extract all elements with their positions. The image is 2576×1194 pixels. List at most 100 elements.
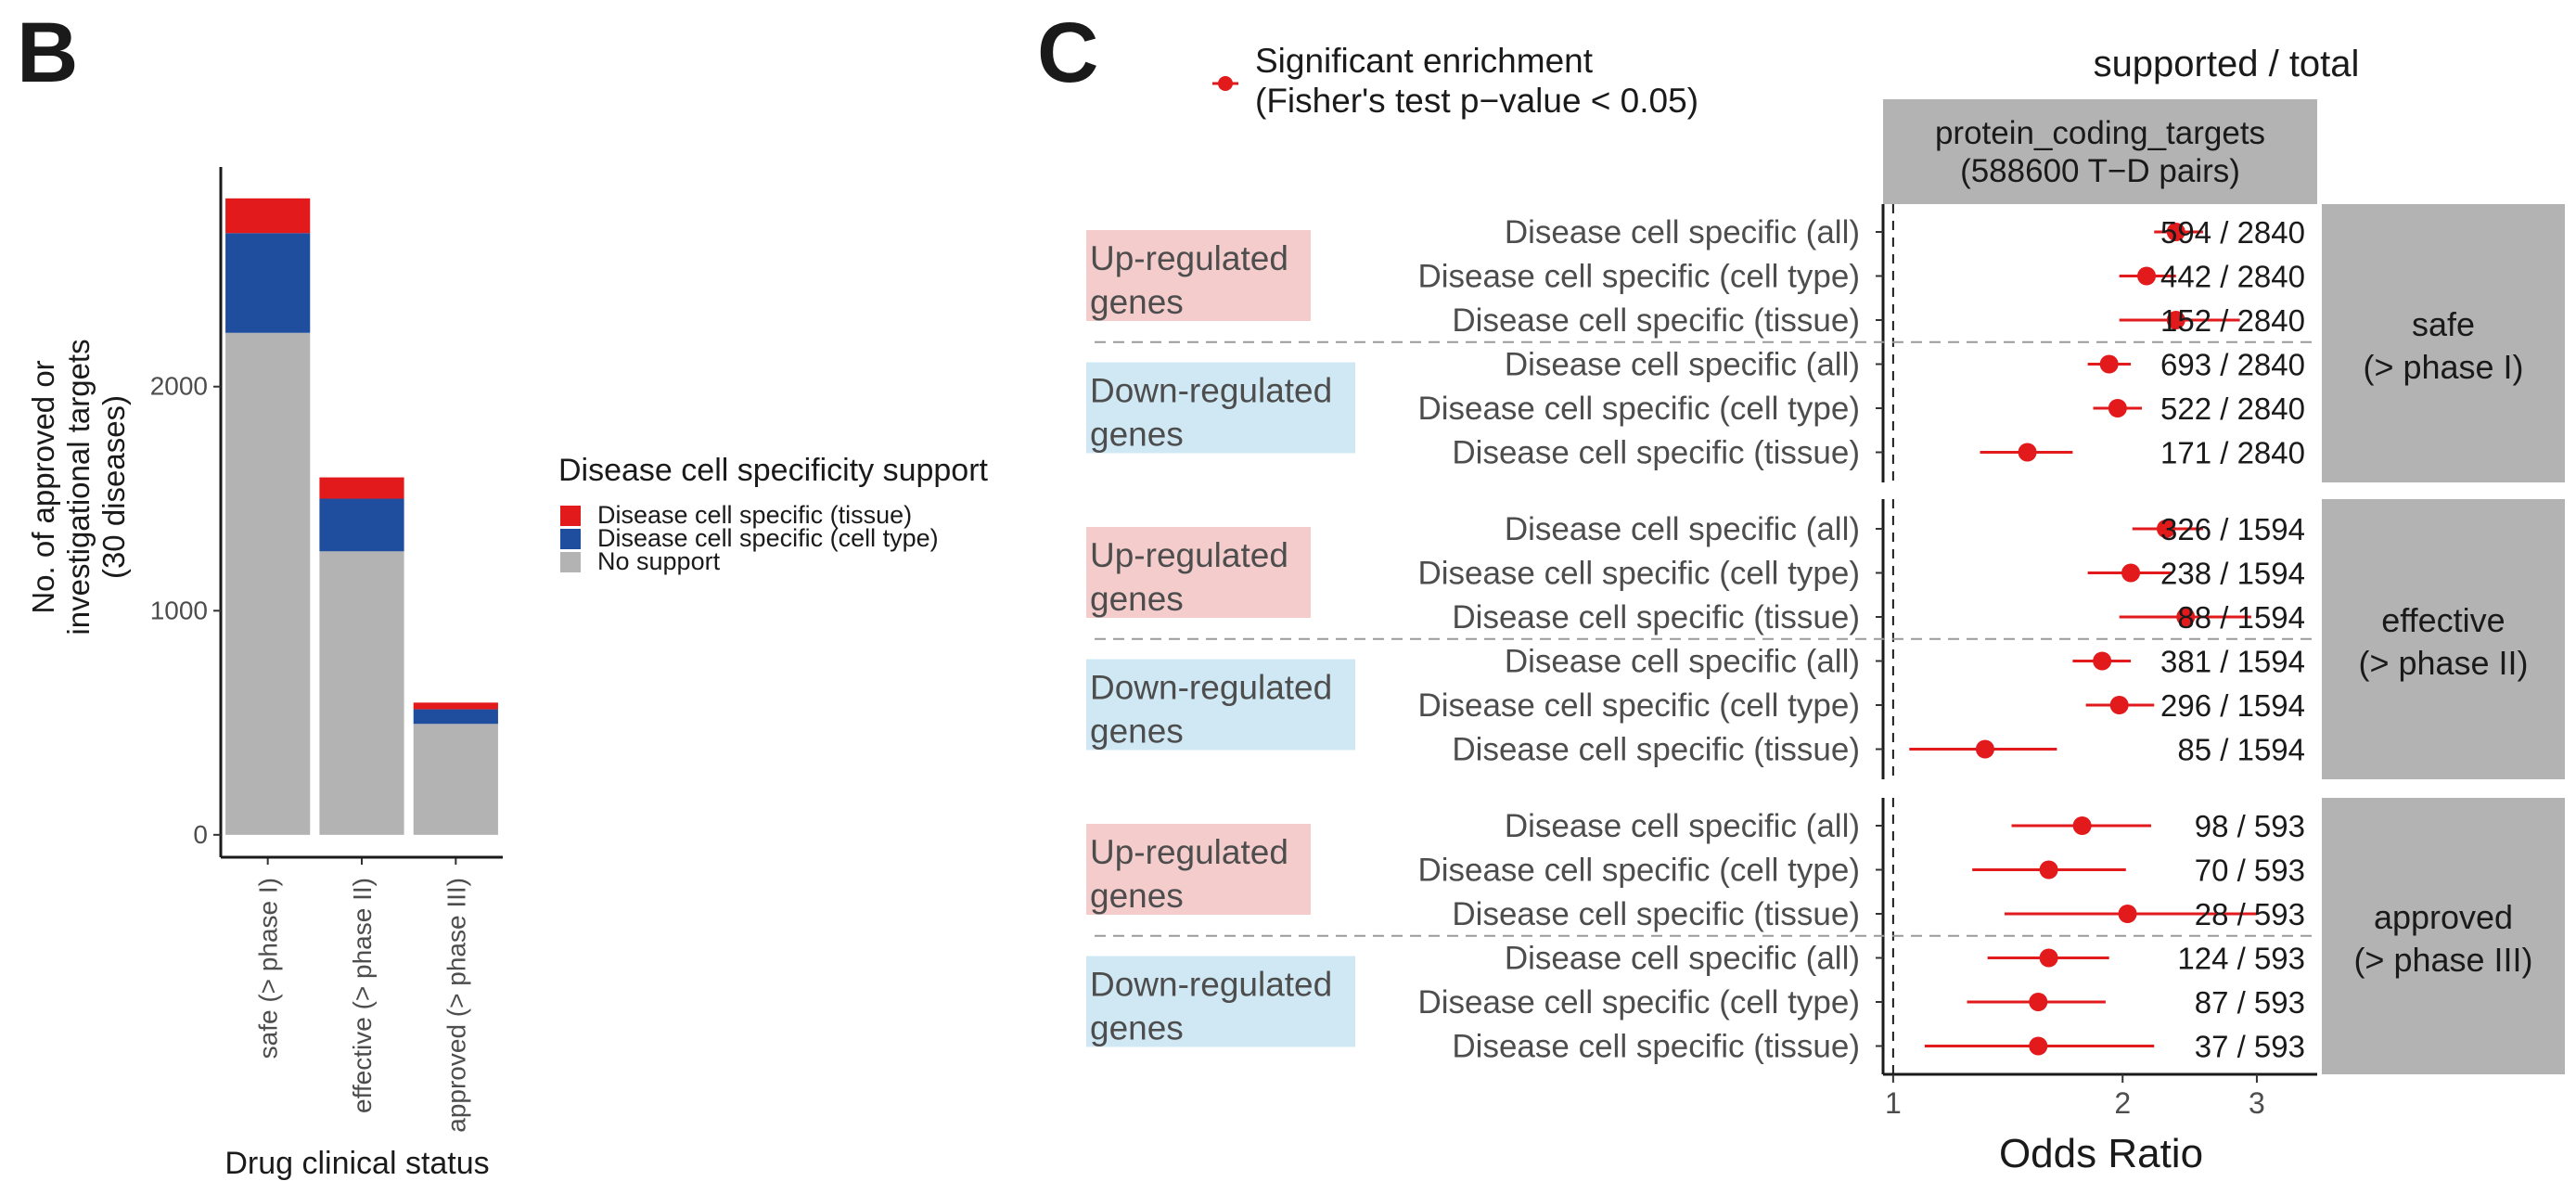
phase-strip (2322, 499, 2565, 779)
odds-ratio-point (2108, 399, 2127, 417)
odds-ratio-point (2118, 905, 2137, 923)
bar-segment (319, 551, 404, 835)
supported-total-count: 70 / 593 (2195, 854, 2305, 888)
facet-strip: protein_coding_targets (588600 T−D pairs… (1883, 99, 2317, 204)
panel-b-ylabel-line-1: No. of approved or (26, 360, 60, 613)
row-label: Disease cell specific (tissue) (1452, 435, 1860, 471)
row-label: Disease cell specific (all) (1505, 941, 1860, 977)
row-label: Disease cell specific (all) (1505, 511, 1860, 547)
panel-b-ylabel: No. of approved or investigational targe… (26, 339, 131, 635)
phase-strip (2322, 204, 2565, 482)
group-label-line: genes (1090, 283, 1184, 321)
odds-ratio-point (2156, 520, 2175, 538)
supported-total-count: 693 / 2840 (2160, 348, 2305, 382)
group-label-line: genes (1090, 416, 1184, 454)
phase-strip-label: effective (2381, 601, 2505, 639)
bar-segment (413, 724, 498, 835)
odds-ratio-point (2099, 354, 2119, 374)
group-label-line: Up-regulated (1090, 239, 1288, 277)
row-label: Disease cell specific (all) (1505, 347, 1860, 383)
supported-total-count: 152 / 2840 (2160, 303, 2305, 338)
row-label: Disease cell specific (cell type) (1417, 391, 1860, 427)
group-label-line: Up-regulated (1090, 833, 1288, 871)
odds-ratio-point (2109, 696, 2129, 714)
supported-total-count: 296 / 1594 (2160, 688, 2305, 723)
panel-b-ylabel-line-3: (30 diseases) (96, 395, 131, 579)
x-tick-label: 1 (1885, 1086, 1902, 1120)
row-label: Disease cell specific (all) (1505, 644, 1860, 680)
supported-total-count: 326 / 1594 (2160, 512, 2305, 546)
supported-total-count: 87 / 593 (2195, 985, 2305, 1020)
y-tick-label: 2000 (150, 372, 208, 401)
supported-total-count: 37 / 593 (2195, 1030, 2305, 1064)
panel-b-ylabel-line-2: investigational targets (61, 339, 96, 635)
legend-label: No support (597, 547, 721, 575)
odds-ratio-point (2072, 816, 2092, 835)
row-label: Disease cell specific (cell type) (1417, 259, 1860, 295)
odds-ratio-point (2018, 443, 2037, 462)
x-tick-label: 3 (2249, 1086, 2265, 1120)
supported-total-count: 381 / 1594 (2160, 645, 2305, 679)
phase-strip-sublabel: (> phase II) (2358, 644, 2528, 682)
legend-label: Disease cell specific (tissue) (597, 501, 912, 529)
bar-segment (319, 477, 404, 499)
legend-label: Disease cell specific (cell type) (597, 524, 939, 552)
phase-strip-sublabel: (> phase III) (2353, 941, 2532, 979)
phase-strip (2322, 798, 2565, 1074)
panel-b-legend-title: Disease cell specificity support (558, 453, 989, 488)
bar-segment (413, 702, 498, 710)
legend-point (1218, 76, 1233, 91)
panel-b-bars (225, 198, 498, 835)
odds-ratio-point (2093, 651, 2112, 671)
row-label: Disease cell specific (tissue) (1452, 302, 1860, 339)
bar-segment (225, 233, 311, 333)
up-regulated-box (1086, 527, 1311, 618)
odds-ratio-point (2039, 948, 2058, 968)
supported-total-count: 28 / 593 (2195, 897, 2305, 931)
x-tick-label: 2 (2114, 1086, 2131, 1120)
up-regulated-box (1086, 230, 1311, 321)
x-tick-label: effective (> phase II) (348, 878, 377, 1113)
odds-ratio-point (2137, 266, 2157, 286)
odds-ratio-point (2166, 223, 2185, 241)
supported-total-count: 594 / 2840 (2160, 215, 2305, 250)
legend-swatch (560, 506, 581, 526)
group-label-line: Down-regulated (1090, 669, 1332, 707)
up-regulated-box (1086, 824, 1311, 915)
odds-ratio-point (2166, 311, 2185, 329)
x-tick-label: safe (> phase I) (254, 878, 283, 1059)
x-tick-label: approved (> phase III) (442, 878, 470, 1133)
group-label-line: Down-regulated (1090, 372, 1332, 410)
supported-total-count: 124 / 593 (2177, 942, 2305, 976)
row-label: Disease cell specific (all) (1505, 808, 1860, 844)
row-label: Disease cell specific (tissue) (1452, 896, 1860, 932)
panel-c-forest: safe (> phase I) Up-regulated genes Disease … (1086, 204, 2565, 1120)
supported-total-count: 238 / 1594 (2160, 557, 2305, 591)
row-label: Disease cell specific (all) (1505, 214, 1860, 250)
row-label: Disease cell specific (cell type) (1417, 687, 1860, 724)
facet-strip-bg (1883, 99, 2317, 204)
row-label: Disease cell specific (cell type) (1417, 853, 1860, 889)
panel-b-letter: B (17, 6, 78, 100)
odds-ratio-point (2029, 1036, 2048, 1056)
phase-strip-sublabel: (> phase I) (2363, 348, 2523, 386)
legend-line-1: Significant enrichment (1255, 42, 1594, 80)
legend-swatch (560, 529, 581, 549)
supported-total-count: 85 / 1594 (2177, 733, 2305, 767)
supported-total-count: 522 / 2840 (2160, 392, 2305, 426)
supported-total-count: 88 / 1594 (2177, 600, 2305, 635)
panel-b-axes: safe (> phase I) effective (> phase II) ap… (150, 167, 503, 1133)
column-header: supported / total (2094, 44, 2360, 84)
group-label-line: genes (1090, 1009, 1184, 1047)
down-regulated-box (1086, 956, 1355, 1047)
panel-b-xlabel: Drug clinical status (224, 1146, 489, 1181)
group-label-line: genes (1090, 877, 1184, 915)
row-label: Disease cell specific (cell type) (1417, 984, 1860, 1021)
bar-segment (225, 198, 311, 234)
row-label: Disease cell specific (tissue) (1452, 1029, 1860, 1065)
odds-ratio-point (1975, 739, 1994, 759)
bar-segment (319, 498, 404, 552)
down-regulated-box (1086, 362, 1355, 454)
row-label: Disease cell specific (tissue) (1452, 732, 1860, 768)
